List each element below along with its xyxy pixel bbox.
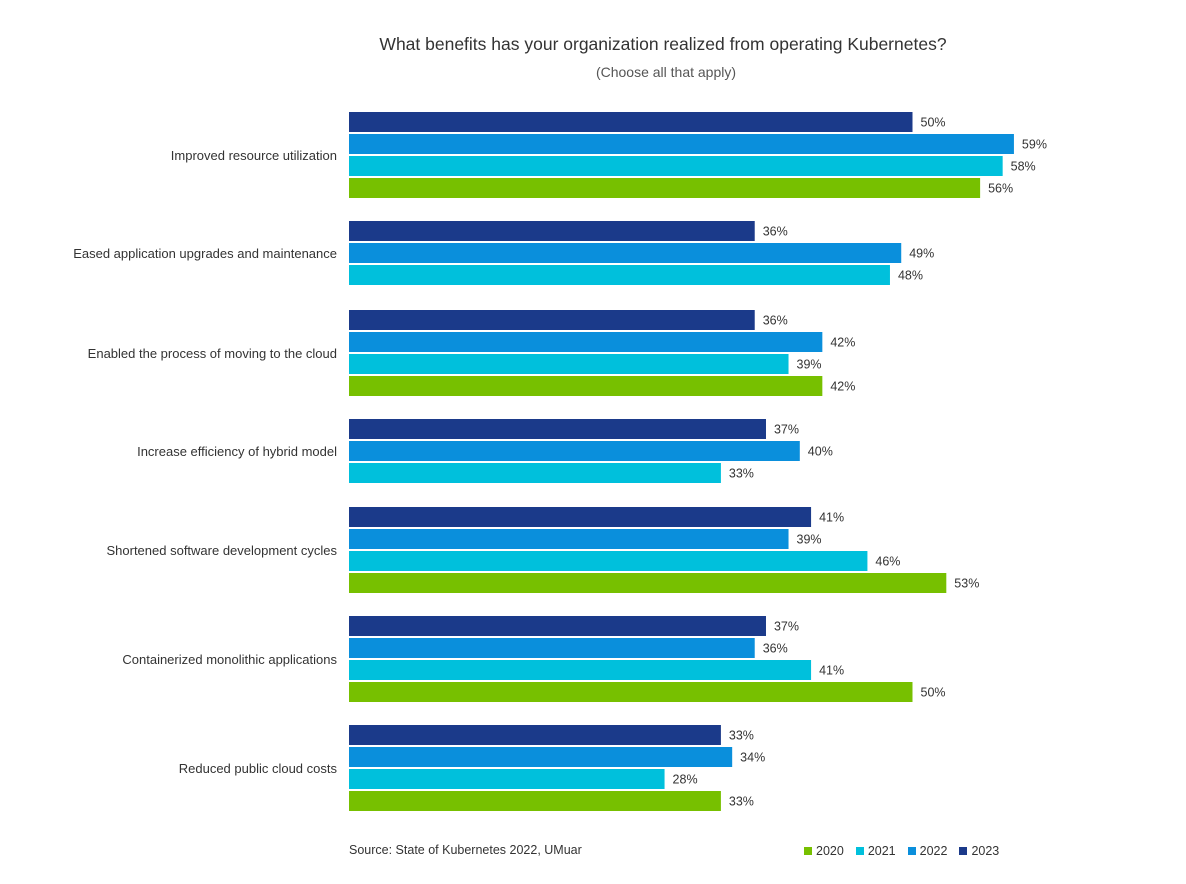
bar-containerized-monolithic-applications-2023	[349, 616, 766, 636]
value-label-shortened-software-development-cycles-2022: 39%	[797, 533, 822, 547]
bar-containerized-monolithic-applications-2021	[349, 660, 812, 680]
bar-improved-resource-utilization-2023	[349, 112, 913, 132]
value-label-reduced-public-cloud-costs-2020: 33%	[729, 795, 754, 809]
bar-eased-application-upgrades-and-maintenance-2022	[349, 243, 902, 263]
value-label-eased-application-upgrades-and-maintenance-2021: 48%	[898, 269, 923, 283]
legend-item-2021: 2021	[855, 844, 896, 858]
legend-label-2022: 2022	[919, 844, 948, 858]
legend-swatch-2023	[959, 847, 968, 855]
legend-item-2020: 2020	[804, 844, 844, 858]
legend-item-2022: 2022	[907, 844, 948, 858]
value-label-shortened-software-development-cycles-2023: 41%	[819, 511, 844, 525]
value-label-enabled-the-process-of-moving-to-the-cloud-2020: 42%	[830, 380, 855, 394]
value-label-improved-resource-utilization-2020: 56%	[988, 182, 1013, 196]
bar-shortened-software-development-cycles-2020	[349, 573, 947, 593]
value-label-increase-efficiency-of-hybrid-model-2022: 40%	[808, 445, 833, 459]
value-label-reduced-public-cloud-costs-2022: 34%	[740, 751, 765, 765]
value-label-enabled-the-process-of-moving-to-the-cloud-2022: 42%	[830, 336, 855, 350]
category-label-improved-resource-utilization: Improved resource utilization	[171, 148, 337, 163]
bar-improved-resource-utilization-2020	[349, 178, 981, 198]
value-label-improved-resource-utilization-2021: 58%	[1011, 160, 1036, 174]
value-label-eased-application-upgrades-and-maintenance-2023: 36%	[763, 225, 788, 239]
bar-eased-application-upgrades-and-maintenance-2021	[349, 265, 890, 285]
bar-reduced-public-cloud-costs-2020	[349, 791, 721, 811]
bar-reduced-public-cloud-costs-2021	[349, 769, 665, 789]
value-label-shortened-software-development-cycles-2021: 46%	[875, 555, 900, 569]
value-label-containerized-monolithic-applications-2020: 50%	[921, 686, 946, 700]
value-label-containerized-monolithic-applications-2023: 37%	[774, 620, 799, 634]
legend-label-2020: 2020	[816, 844, 844, 858]
bar-enabled-the-process-of-moving-to-the-cloud-2021	[349, 354, 789, 374]
bar-shortened-software-development-cycles-2022	[349, 529, 789, 549]
bar-containerized-monolithic-applications-2022	[349, 638, 755, 658]
category-label-shortened-software-development-cycles: Shortened software development cycles	[106, 543, 337, 558]
category-label-containerized-monolithic-applications: Containerized monolithic applications	[122, 652, 337, 667]
bar-improved-resource-utilization-2021	[349, 156, 1003, 176]
legend-label-2021: 2021	[867, 844, 896, 858]
value-label-enabled-the-process-of-moving-to-the-cloud-2021: 39%	[797, 358, 822, 372]
value-label-containerized-monolithic-applications-2022: 36%	[763, 642, 788, 656]
bar-reduced-public-cloud-costs-2023	[349, 725, 721, 745]
value-label-reduced-public-cloud-costs-2023: 33%	[729, 729, 754, 743]
bar-increase-efficiency-of-hybrid-model-2022	[349, 441, 800, 461]
legend-swatch-2021	[855, 847, 864, 855]
legend: 2020 2021 2022 2023	[804, 844, 999, 858]
legend-swatch-2020	[804, 847, 812, 855]
bar-improved-resource-utilization-2022	[349, 134, 1014, 154]
legend-swatch-2022	[907, 847, 916, 855]
value-label-eased-application-upgrades-and-maintenance-2022: 49%	[909, 247, 934, 261]
bar-containerized-monolithic-applications-2020	[349, 682, 913, 702]
value-label-improved-resource-utilization-2023: 50%	[921, 116, 946, 130]
value-label-reduced-public-cloud-costs-2021: 28%	[673, 773, 698, 787]
bar-increase-efficiency-of-hybrid-model-2023	[349, 419, 766, 439]
value-label-increase-efficiency-of-hybrid-model-2023: 37%	[774, 423, 799, 437]
value-label-shortened-software-development-cycles-2020: 53%	[954, 577, 979, 591]
value-label-enabled-the-process-of-moving-to-the-cloud-2023: 36%	[763, 314, 788, 328]
category-label-enabled-the-process-of-moving-to-the-cloud: Enabled the process of moving to the clo…	[88, 346, 337, 361]
bar-shortened-software-development-cycles-2021	[349, 551, 868, 571]
bar-shortened-software-development-cycles-2023	[349, 507, 812, 527]
category-label-eased-application-upgrades-and-maintenance: Eased application upgrades and maintenan…	[73, 246, 337, 261]
bar-enabled-the-process-of-moving-to-the-cloud-2022	[349, 332, 823, 352]
bar-reduced-public-cloud-costs-2022	[349, 747, 733, 767]
source-text: Source: State of Kubernetes 2022, UMuar	[349, 843, 582, 857]
value-label-increase-efficiency-of-hybrid-model-2021: 33%	[729, 467, 754, 481]
bar-enabled-the-process-of-moving-to-the-cloud-2020	[349, 376, 823, 396]
bar-increase-efficiency-of-hybrid-model-2021	[349, 463, 721, 483]
legend-item-2023: 2023	[959, 844, 999, 858]
bar-eased-application-upgrades-and-maintenance-2023	[349, 221, 755, 241]
chart-title: What benefits has your organization real…	[379, 34, 947, 54]
value-label-improved-resource-utilization-2022: 59%	[1022, 138, 1047, 152]
value-label-containerized-monolithic-applications-2021: 41%	[819, 664, 844, 678]
category-label-increase-efficiency-of-hybrid-model: Increase efficiency of hybrid model	[137, 444, 337, 459]
category-label-reduced-public-cloud-costs: Reduced public cloud costs	[179, 761, 338, 776]
legend-label-2023: 2023	[971, 844, 1000, 858]
chart-subtitle: (Choose all that apply)	[595, 64, 737, 80]
bar-enabled-the-process-of-moving-to-the-cloud-2023	[349, 310, 755, 330]
